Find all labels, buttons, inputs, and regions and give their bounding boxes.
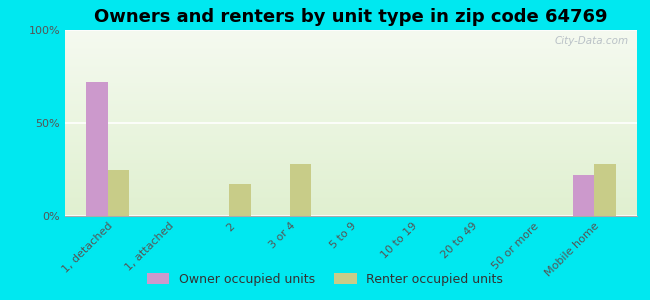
Legend: Owner occupied units, Renter occupied units: Owner occupied units, Renter occupied un… [142,268,508,291]
Bar [594,164,616,216]
Bar [290,164,311,216]
Bar [573,175,594,216]
Bar [229,184,251,216]
Bar [86,82,108,216]
Bar [108,169,129,216]
Text: City-Data.com: City-Data.com [554,36,629,46]
Title: Owners and renters by unit type in zip code 64769: Owners and renters by unit type in zip c… [94,8,608,26]
